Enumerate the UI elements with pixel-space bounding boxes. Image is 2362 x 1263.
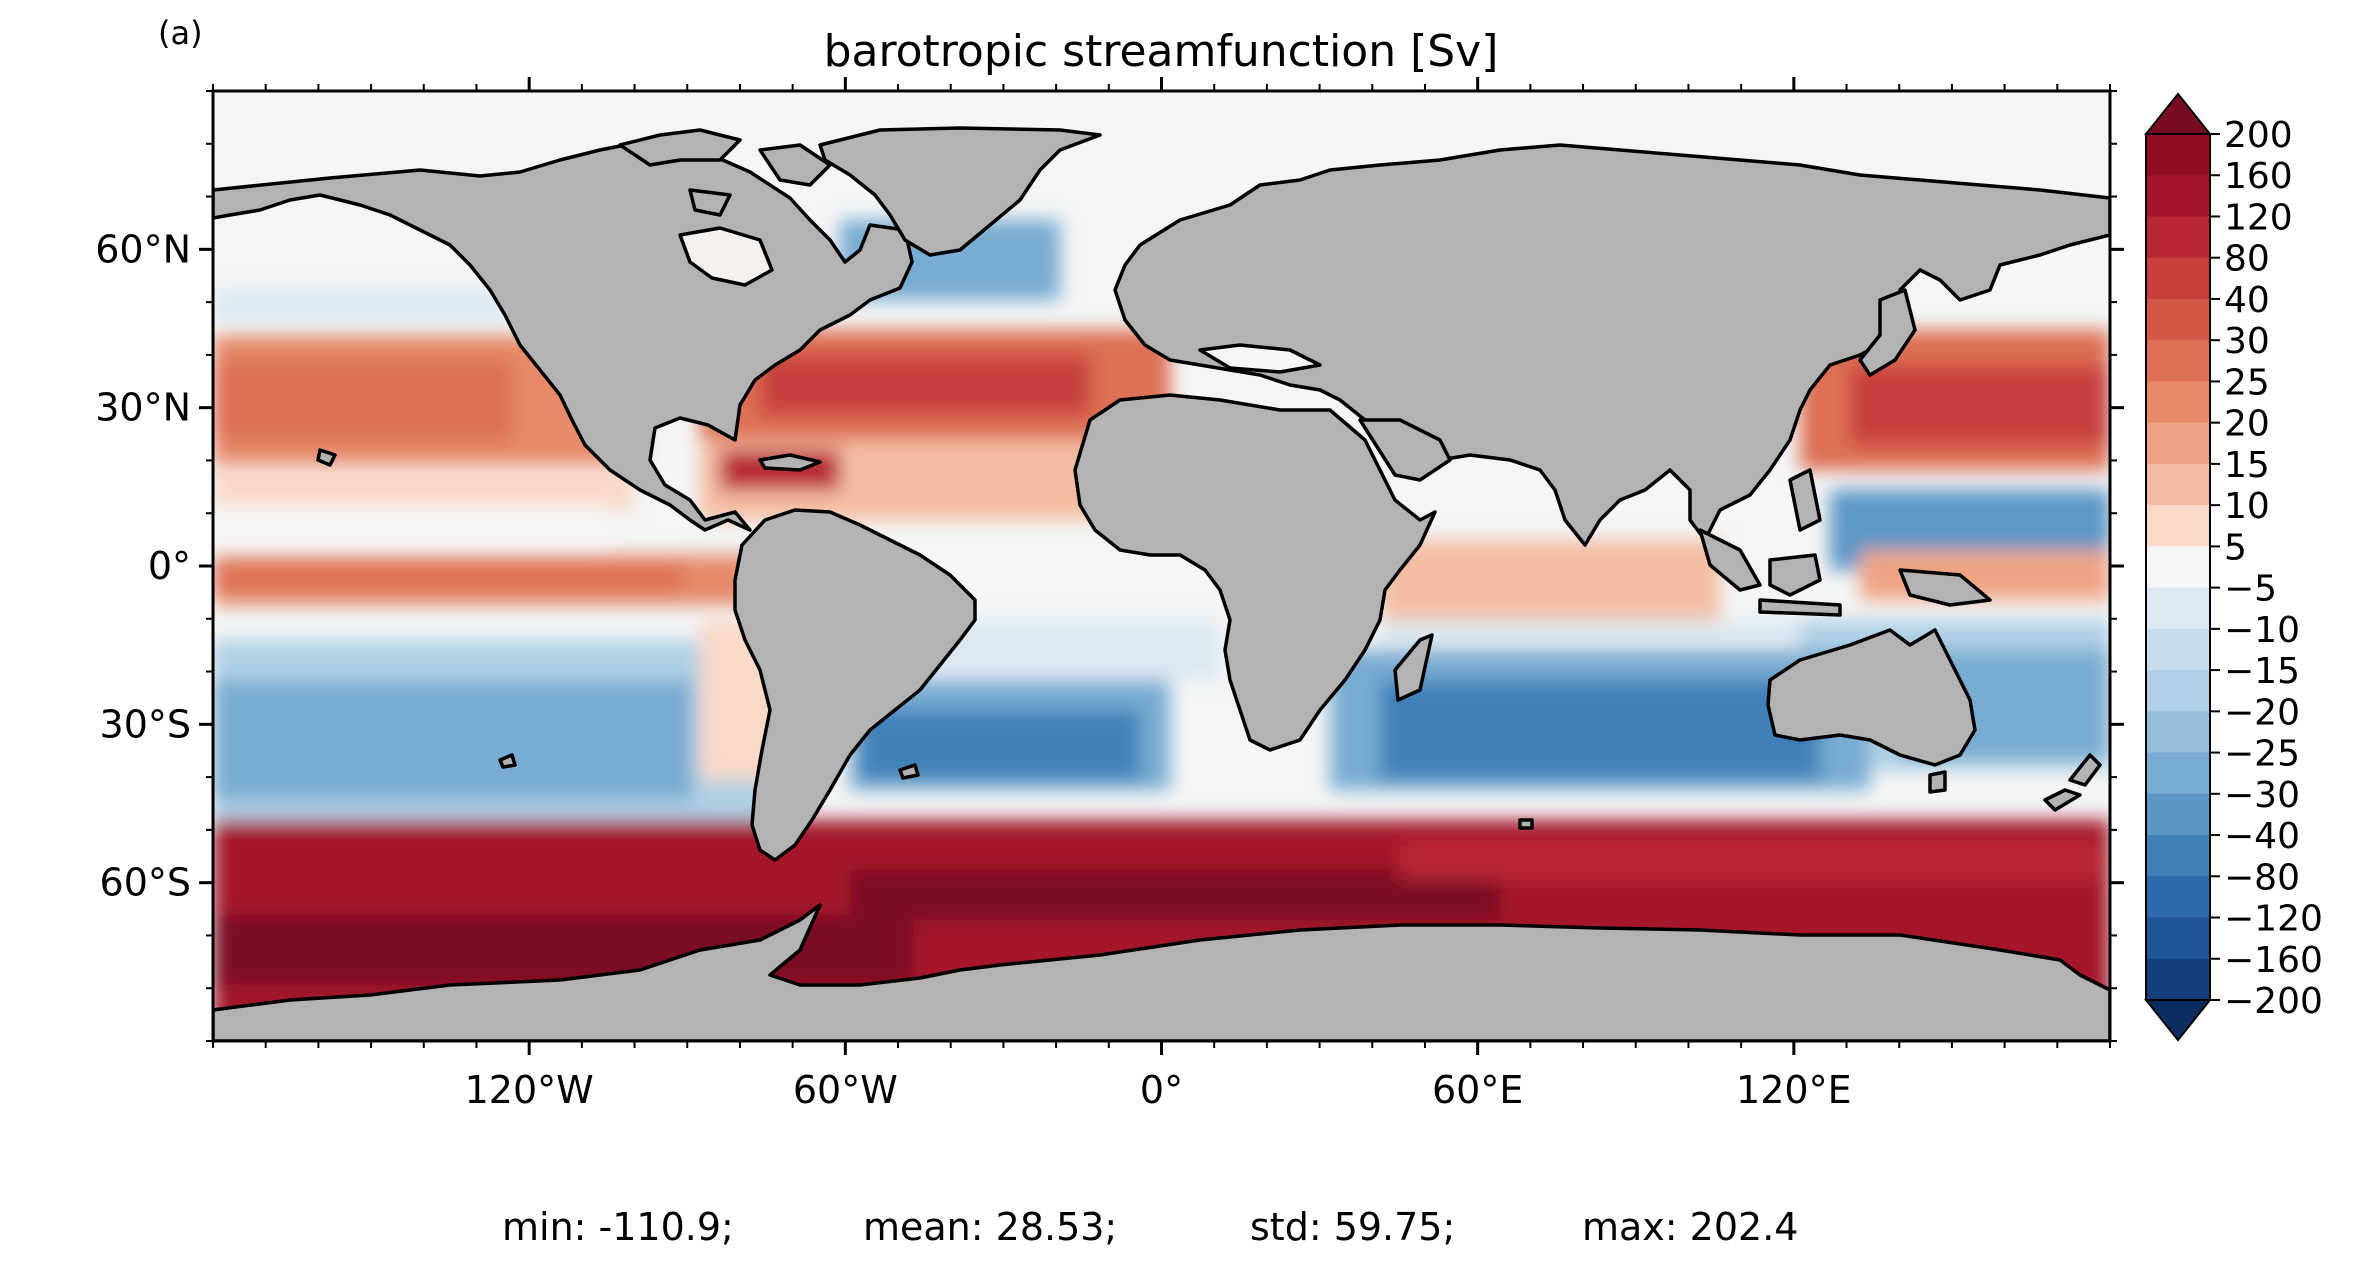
- land-south-america: [733, 508, 977, 862]
- land-greenland: [818, 126, 1102, 257]
- colorbar-segment: [2146, 793, 2210, 836]
- colorbar-label: −120: [2224, 899, 2323, 940]
- colorbar-label: 30: [2224, 321, 2270, 362]
- land-africa: [1073, 393, 1437, 752]
- colorbar-label: 15: [2224, 445, 2270, 486]
- colorbar-segment: [2146, 175, 2210, 218]
- colorbar-segment: [2146, 505, 2210, 547]
- land-antarctica: [213, 903, 2110, 1041]
- map-panel: [213, 91, 2110, 1041]
- colorbar-segment: [2146, 628, 2210, 671]
- colorbar-segment: [2146, 340, 2210, 383]
- colorbar-label: 25: [2224, 362, 2270, 403]
- stat-max: max: 202.4: [1582, 1205, 1798, 1249]
- colorbar-segment: [2146, 958, 2210, 1001]
- colorbar-segment: [2146, 917, 2210, 960]
- colorbar-extend-min: [2143, 999, 2213, 1042]
- lat-tick-label: 30°N: [95, 386, 191, 430]
- colorbar-label: −160: [2224, 940, 2323, 981]
- colorbar-segment: [2146, 711, 2210, 754]
- minor-ticks: [206, 84, 2117, 1048]
- land-masses: [213, 126, 2110, 1041]
- colorbar-segment: [2146, 298, 2210, 341]
- colorbar-label: −15: [2224, 651, 2300, 692]
- colorbar-label: −25: [2224, 734, 2300, 775]
- land-eurasia: [1113, 143, 2110, 547]
- colorbar-segment: [2146, 587, 2210, 630]
- colorbar-segment: [2146, 670, 2210, 712]
- colorbar-label: −20: [2224, 692, 2300, 733]
- colorbar-label: 80: [2224, 239, 2270, 280]
- lon-tick-label: 120°E: [1736, 1068, 1852, 1112]
- colorbar-segment: [2146, 876, 2210, 919]
- colorbar-frame: [2145, 133, 2211, 1001]
- lon-tick-label: 0°: [1140, 1068, 1183, 1112]
- colorbar-segment: [2146, 381, 2210, 424]
- colorbar-label: −200: [2224, 981, 2323, 1022]
- land-japan: [1858, 288, 1917, 377]
- colorbar-segment: [2146, 216, 2210, 259]
- panel-label: (a): [158, 14, 203, 52]
- stat-min: min: -110.9;: [502, 1205, 734, 1249]
- colorbar-segment: [2146, 257, 2210, 300]
- colorbar-segment: [2146, 134, 2210, 176]
- colorbar-label: 10: [2224, 486, 2270, 527]
- colorbar-label: 5: [2224, 527, 2247, 568]
- colorbar-label: 40: [2224, 280, 2270, 321]
- colorbar-segment: [2146, 835, 2210, 877]
- colorbar-segment: [2146, 546, 2210, 589]
- hudson-bay: [678, 226, 774, 287]
- lat-tick-label: 30°S: [100, 702, 191, 746]
- map-title: barotropic streamfunction [Sv]: [824, 26, 1499, 77]
- longitude-axis: 120°W 60°W 0° 60°E 120°E: [465, 77, 1852, 1112]
- colorbar-label: 120: [2224, 197, 2293, 238]
- colorbar-label: −10: [2224, 610, 2300, 651]
- colorbar-label: 160: [2224, 156, 2293, 197]
- colorbar-label: −80: [2224, 857, 2300, 898]
- colorbar-extend-max: [2143, 92, 2213, 135]
- colorbar: 200160120804030252015105−5−10−15−20−25−3…: [2143, 92, 2323, 1042]
- colorbar-label: 200: [2224, 115, 2293, 156]
- lat-tick-label: 60°S: [100, 861, 191, 905]
- colorbar-label: −40: [2224, 816, 2300, 857]
- land-australia: [1766, 628, 1977, 767]
- colorbar-segment: [2146, 463, 2210, 506]
- stat-mean: mean: 28.53;: [863, 1205, 1117, 1249]
- colorbar-label: −30: [2224, 775, 2300, 816]
- lon-tick-label: 120°W: [465, 1068, 594, 1112]
- stat-std: std: 59.75;: [1250, 1205, 1455, 1249]
- latitude-axis: 60°N 30°N 0° 30°S 60°S: [95, 227, 2124, 905]
- colorbar-label: 20: [2224, 404, 2270, 445]
- colorbar-segment: [2146, 422, 2210, 465]
- lat-tick-label: 0°: [148, 544, 191, 588]
- lat-tick-label: 60°N: [95, 227, 191, 271]
- lon-tick-label: 60°W: [793, 1068, 898, 1112]
- colorbar-label: −5: [2224, 569, 2277, 610]
- lon-tick-label: 60°E: [1432, 1068, 1523, 1112]
- colorbar-segment: [2146, 752, 2210, 795]
